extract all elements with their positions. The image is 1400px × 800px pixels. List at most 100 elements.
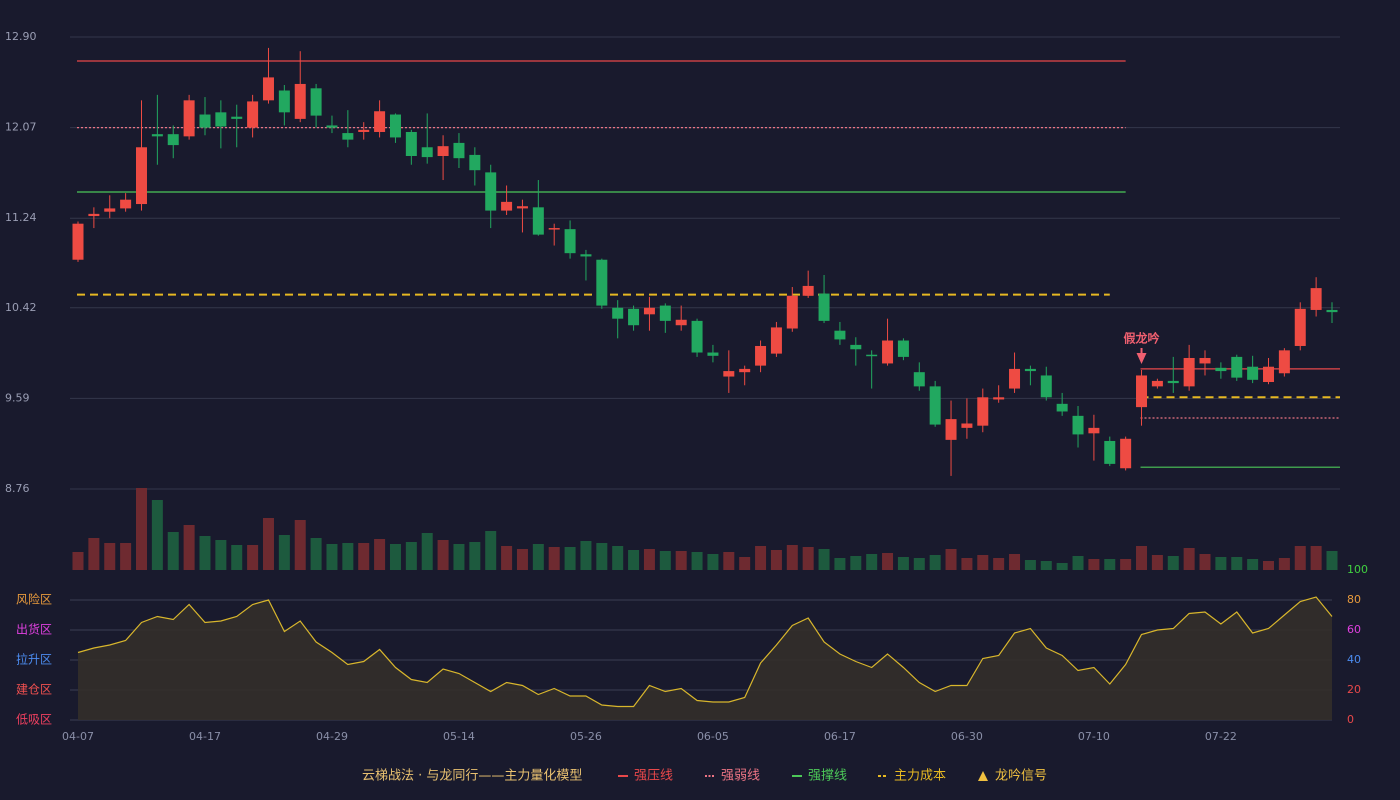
zone-label: 出货区 <box>16 622 52 637</box>
candle-body <box>215 112 227 127</box>
volume-bar <box>437 540 449 570</box>
volume-bar <box>104 543 116 570</box>
candle-body <box>135 147 147 205</box>
volume-bar <box>866 554 878 570</box>
volume-bar <box>310 538 322 570</box>
candle-body <box>1056 403 1068 412</box>
candle-body <box>1183 357 1195 387</box>
candle-body <box>1215 367 1227 372</box>
volume-bar <box>1326 551 1338 570</box>
volume-bar <box>707 554 719 570</box>
volume-bar <box>501 546 513 570</box>
candle-body <box>358 129 370 132</box>
candle-body <box>961 423 973 428</box>
volume-bar <box>1136 546 1148 570</box>
volume-bar <box>818 549 830 570</box>
volume-bar <box>453 544 465 570</box>
volume-bar <box>961 558 973 570</box>
candle-body <box>1247 366 1259 380</box>
candle-body <box>1024 368 1036 372</box>
volume-bar <box>120 543 132 570</box>
candle-body <box>548 228 560 230</box>
volume-bar <box>1009 554 1021 570</box>
candle-body <box>453 142 465 159</box>
y-tick-label: 8.76 <box>5 482 30 495</box>
candle-body <box>580 254 592 257</box>
volume-bar <box>135 488 147 570</box>
candle-body <box>945 419 957 440</box>
volume-bar <box>675 551 687 570</box>
y-tick-label: 20 <box>1347 683 1361 696</box>
legend-label: 强撑线 <box>808 769 847 784</box>
volume-bar <box>691 552 703 570</box>
volume-bar <box>834 558 846 570</box>
legend-label: 龙吟信号 <box>995 768 1047 784</box>
x-tick-label: 07-10 <box>1078 730 1110 743</box>
candle-body <box>913 372 925 387</box>
candle-body <box>1199 357 1211 364</box>
candle-body <box>532 207 544 235</box>
volume-bar <box>532 544 544 570</box>
candle-body <box>120 199 132 209</box>
volume-bar <box>278 535 290 570</box>
volume-bar <box>929 555 941 570</box>
zone-label: 建仓区 <box>16 683 52 697</box>
y-tick-label: 9.59 <box>5 391 30 404</box>
candle-body <box>755 345 767 366</box>
signal-label: 假龙吟 <box>1124 330 1160 345</box>
candle-body <box>516 206 528 209</box>
candle-body <box>866 354 878 357</box>
volume-bar <box>850 556 862 570</box>
volume-bar <box>1024 560 1036 570</box>
candle-body <box>1009 368 1021 389</box>
volume-bar <box>786 545 798 570</box>
volume-bar <box>1310 546 1322 570</box>
candle-body <box>1136 375 1148 408</box>
candle-body <box>1072 415 1084 435</box>
volume-bar <box>882 553 894 570</box>
volume-bar <box>580 541 592 570</box>
volume-bar <box>231 545 243 570</box>
candle-body <box>1104 440 1116 464</box>
candle-body <box>262 77 274 101</box>
zone-label: 低吸区 <box>16 713 52 727</box>
candle-body <box>643 307 655 315</box>
volume-bar <box>739 557 751 570</box>
candle-body <box>294 83 306 119</box>
volume-bar <box>1120 559 1132 570</box>
zone-label: 风险区 <box>16 592 52 607</box>
candle-body <box>183 100 195 137</box>
volume-bar <box>342 543 354 570</box>
volume-bar <box>802 547 814 570</box>
volume-bar <box>516 549 528 570</box>
x-tick-label: 04-07 <box>62 730 94 743</box>
candle-body <box>770 327 782 354</box>
volume-bar <box>215 540 227 570</box>
volume-bar <box>167 532 179 570</box>
volume-bar <box>755 546 767 570</box>
candle-body <box>485 172 497 211</box>
y-tick-label: 10.42 <box>5 301 37 314</box>
volume-bar <box>1278 558 1290 570</box>
volume-bar <box>913 558 925 570</box>
y-tick-label: 60 <box>1347 623 1361 636</box>
candle-body <box>437 146 449 157</box>
x-tick-label: 04-17 <box>189 730 221 743</box>
candle-body <box>1263 366 1275 383</box>
volume-bar <box>1167 556 1179 570</box>
y-tick-label: 0 <box>1347 713 1354 726</box>
volume-bar <box>1294 546 1306 570</box>
volume-bar <box>1183 548 1195 570</box>
volume-bar <box>485 531 497 570</box>
candle-body <box>1040 375 1052 398</box>
zone-label: 拉升区 <box>16 652 52 667</box>
volume-bar <box>993 558 1005 570</box>
volume-bar <box>977 555 989 570</box>
candle-body <box>151 134 163 137</box>
candle-body <box>72 223 84 260</box>
candle-body <box>421 147 433 158</box>
volume-bar <box>612 546 624 570</box>
volume-bar <box>1151 555 1163 570</box>
candle-body <box>247 101 259 128</box>
volume-bar <box>374 539 386 570</box>
